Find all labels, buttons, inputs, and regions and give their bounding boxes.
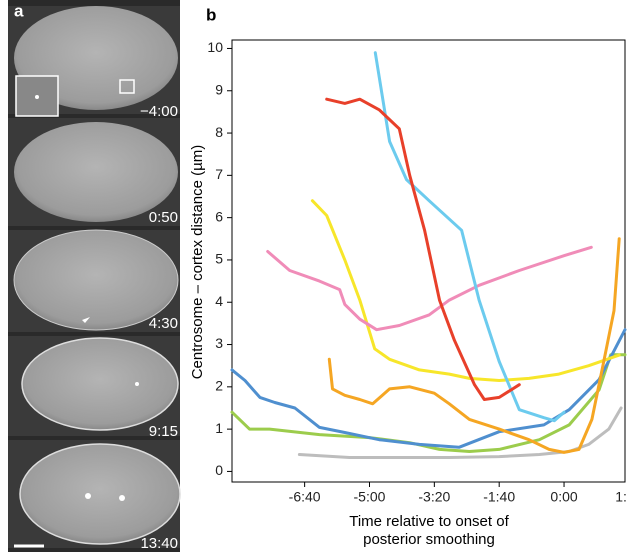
time-label: 4:30 [149,315,178,332]
time-label: 0:50 [149,209,178,226]
x-axis-label: Time relative to onset of [349,513,509,530]
series-line [373,51,566,423]
series-line [297,406,623,459]
y-tick-label: 2 [215,378,223,394]
y-tick-label: 9 [215,81,223,97]
y-tick-label: 10 [207,39,223,55]
centrosome [135,382,139,386]
y-tick-label: 8 [215,124,223,140]
y-tick-label: 0 [215,462,223,478]
panel-label: b [206,5,216,24]
x-tick-label: -6:40 [289,489,321,505]
embryo [21,337,179,431]
centrosome [119,495,125,501]
panel-label: a [14,1,24,20]
centrosome [85,493,91,499]
x-tick-label: -3:20 [418,489,450,505]
y-axis-label: Centrosome – cortex distance (µm) [189,145,206,380]
time-label: 9:15 [149,423,178,440]
y-tick-label: 6 [215,208,223,224]
series-line [266,245,593,332]
embryo [14,122,178,222]
plot-frame [231,39,626,483]
inset-box [119,79,135,94]
series-line [310,199,621,382]
embryo [19,443,181,545]
embryo [13,229,179,331]
panel-a: a −4:00 0:50 4:30 9:15 13:40 [8,0,181,552]
x-tick-label: 1:40 [615,489,627,505]
y-tick-label: 5 [215,251,223,267]
series-line [230,353,627,453]
x-tick-label: 0:00 [550,489,577,505]
x-tick-label: -5:00 [354,489,386,505]
y-tick-label: 3 [215,335,223,351]
time-label: −4:00 [140,103,178,120]
time-label: 13:40 [140,535,178,552]
x-tick-label: -1:40 [483,489,515,505]
y-tick-label: 7 [215,166,223,182]
centrosome [35,95,39,99]
x-axis-label: posterior smoothing [363,531,495,548]
y-tick-label: 1 [215,420,223,436]
series-line [327,237,621,454]
series-line [325,97,521,401]
arrowhead [82,317,90,323]
y-tick-label: 4 [215,293,223,309]
series-line [230,328,627,449]
